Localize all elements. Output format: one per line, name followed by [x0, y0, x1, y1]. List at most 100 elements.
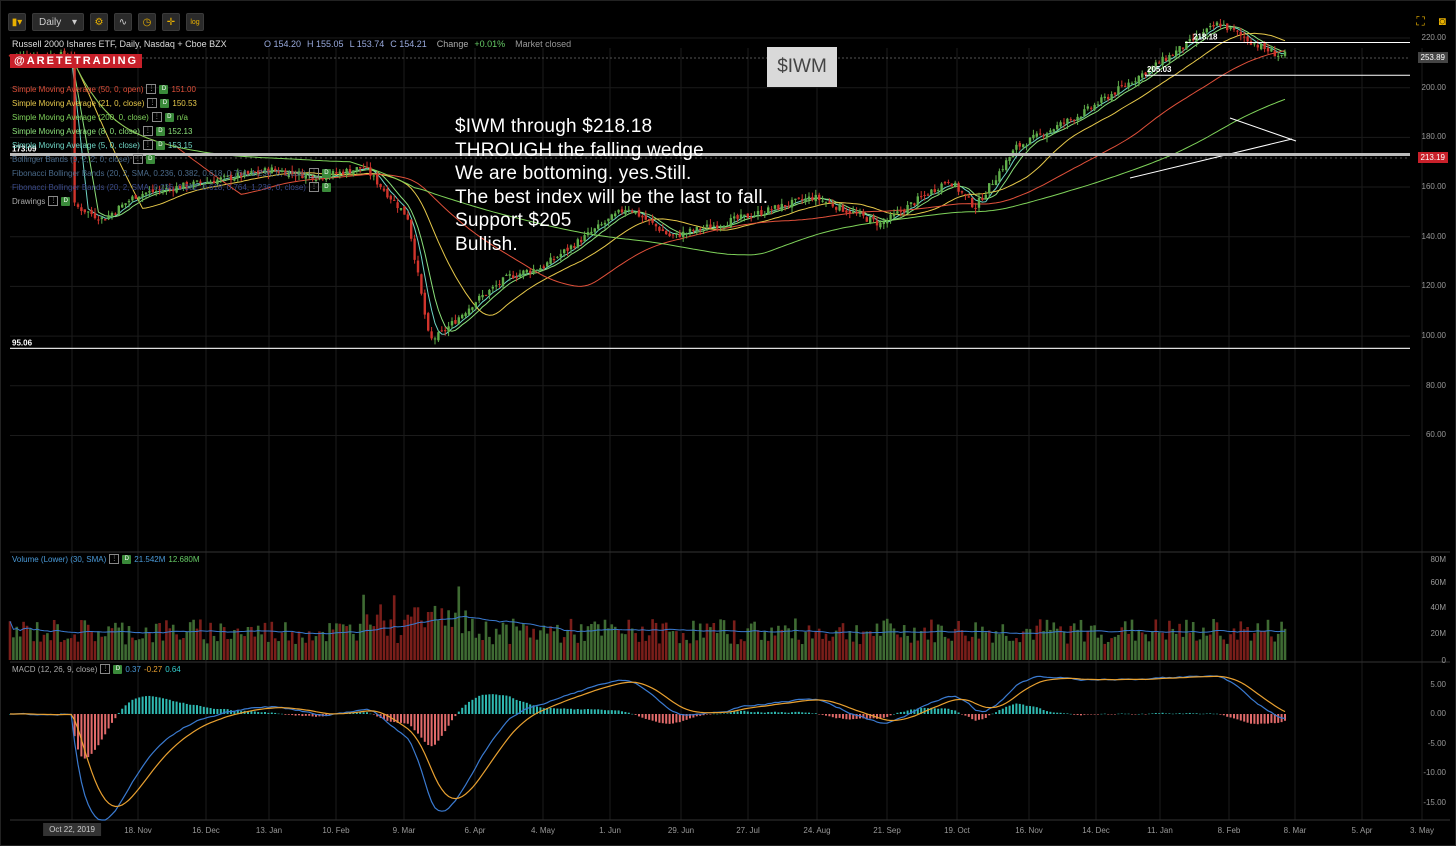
macd-histogram-bar — [607, 710, 610, 714]
level-label: 205.03 — [1147, 65, 1172, 74]
indicators-button[interactable]: ∿ — [114, 13, 132, 31]
candle-body — [403, 206, 406, 215]
volume-bar — [107, 626, 110, 660]
volume-bar — [358, 623, 362, 660]
macd-histogram-bar — [665, 714, 668, 724]
candle-body — [515, 277, 518, 279]
volume-bar — [896, 634, 899, 660]
candle-body — [1076, 116, 1079, 121]
indicator-data-icon[interactable]: D — [145, 154, 155, 164]
indicator-settings-icon[interactable]: ⋮ — [308, 182, 319, 192]
volume-data-icon[interactable]: D — [122, 554, 132, 564]
time-tick-label: 3. May — [1409, 826, 1435, 835]
macd-histogram-bar — [1056, 712, 1059, 714]
indicator-data-icon[interactable]: D — [164, 112, 174, 122]
interval-select[interactable]: Daily ▾ — [32, 13, 84, 31]
candle-body — [100, 217, 103, 220]
indicator-data-icon[interactable]: D — [61, 196, 71, 206]
indicator-data-icon[interactable]: D — [155, 140, 165, 150]
candle-body — [841, 205, 845, 212]
macd-histogram-bar — [403, 714, 406, 724]
candle-body — [284, 170, 287, 176]
indicator-label: Simple Moving Average (21, 0, close) — [12, 98, 145, 108]
candle-body — [457, 317, 460, 324]
indicator-row[interactable]: Bollinger Bands (9, 2, 2, 0, close) ⋮ D — [12, 154, 155, 164]
camera-icon[interactable]: ◙ — [1438, 14, 1446, 28]
volume-bar — [637, 641, 641, 660]
indicator-data-icon[interactable]: D — [160, 98, 170, 108]
indicator-settings-icon[interactable]: ⋮ — [147, 98, 158, 108]
indicator-data-icon[interactable]: D — [321, 182, 331, 192]
indicator-row[interactable]: Fibonacci Bollinger Bands (20, 2, SMA, 0… — [12, 168, 331, 178]
chart-style-button[interactable]: ▮▾ — [8, 13, 26, 31]
indicator-settings-icon[interactable]: ⋮ — [142, 140, 153, 150]
settings-button[interactable]: ⚙ — [90, 13, 108, 31]
volume-bar — [675, 631, 678, 660]
volume-bar — [1083, 641, 1086, 660]
indicator-settings-icon[interactable]: ⋮ — [142, 126, 153, 136]
macd-histogram-bar — [117, 712, 120, 714]
candle-body — [444, 330, 447, 332]
time-tick-label: 10. Feb — [322, 826, 350, 835]
macd-histogram-bar — [995, 712, 997, 714]
volume-bar — [947, 638, 950, 660]
candle-body — [886, 220, 889, 224]
symbol-title: Russell 2000 Ishares ETF, Daily, Nasdaq … — [12, 39, 227, 49]
indicator-row[interactable]: Simple Moving Average (5, 0, close) ⋮ D 153… — [12, 140, 192, 150]
indicator-data-icon[interactable]: D — [321, 168, 331, 178]
indicator-row[interactable]: Simple Moving Average (8, 0, close) ⋮ D 152… — [12, 126, 192, 136]
volume-bar — [216, 641, 219, 660]
volume-bar — [1283, 628, 1287, 660]
indicator-row[interactable]: Drawings ⋮ D — [12, 196, 71, 206]
macd-histogram-bar — [138, 697, 141, 714]
volume-bar — [192, 619, 195, 660]
candle-body — [345, 168, 348, 174]
indicator-settings-icon[interactable]: ⋮ — [308, 168, 319, 178]
volume-bar — [1270, 636, 1273, 660]
indicator-row[interactable]: Fibonacci Bollinger Bands (20, 2, SMA, 0… — [12, 182, 331, 192]
indicator-row[interactable]: Simple Moving Average (50, 0, open) ⋮ D 151… — [12, 84, 196, 94]
draw-button[interactable]: ✛ — [162, 13, 180, 31]
volume-bar — [617, 629, 620, 660]
macd-histogram-bar — [396, 714, 399, 723]
macd-histogram-bar — [971, 714, 974, 720]
macd-histogram-bar — [162, 698, 164, 714]
indicator-settings-icon[interactable]: ⋮ — [48, 196, 59, 206]
volume-settings-icon[interactable]: ⋮ — [109, 554, 120, 564]
macd-histogram-bar — [495, 694, 498, 714]
macd-data-icon[interactable]: D — [113, 664, 123, 674]
time-tick-label: 5. Apr — [1351, 826, 1373, 835]
volume-bar — [739, 639, 743, 660]
indicator-data-icon[interactable]: D — [159, 84, 169, 94]
indicator-data-icon[interactable]: D — [155, 126, 165, 136]
candle-body — [1090, 107, 1093, 109]
macd-histogram-bar — [257, 711, 260, 714]
candle-body — [896, 211, 899, 214]
volume-bar — [528, 637, 532, 660]
candle-body — [624, 210, 627, 215]
volume-bar — [753, 621, 756, 660]
candle-body — [535, 269, 539, 271]
candle-body — [512, 275, 515, 279]
indicator-settings-icon[interactable]: ⋮ — [151, 112, 162, 122]
indicator-settings-icon[interactable]: ⋮ — [146, 84, 157, 94]
volume-bar — [202, 639, 206, 660]
volume-bar — [688, 643, 692, 660]
price-tick-label: 120.00 — [1421, 281, 1446, 291]
fullscreen-icon[interactable]: ⛶ — [1416, 14, 1425, 28]
macd-settings-icon[interactable]: ⋮ — [100, 664, 111, 674]
volume-bar — [1174, 633, 1178, 660]
level-label: 95.06 — [12, 338, 33, 347]
macd-histogram-bar — [750, 712, 753, 714]
indicator-settings-icon[interactable]: ⋮ — [132, 154, 143, 164]
macd-histogram-bar — [1090, 714, 1093, 715]
clock-button[interactable]: ◷ — [138, 13, 156, 31]
log-scale-button[interactable]: log — [186, 13, 204, 31]
candle-body — [668, 233, 671, 237]
macd-histogram-bar — [787, 712, 790, 714]
indicator-row[interactable]: Simple Moving Average (21, 0, close) ⋮ D 15… — [12, 98, 197, 108]
candle-body — [314, 180, 318, 182]
candle-body — [770, 209, 773, 211]
volume-bar — [634, 633, 637, 660]
